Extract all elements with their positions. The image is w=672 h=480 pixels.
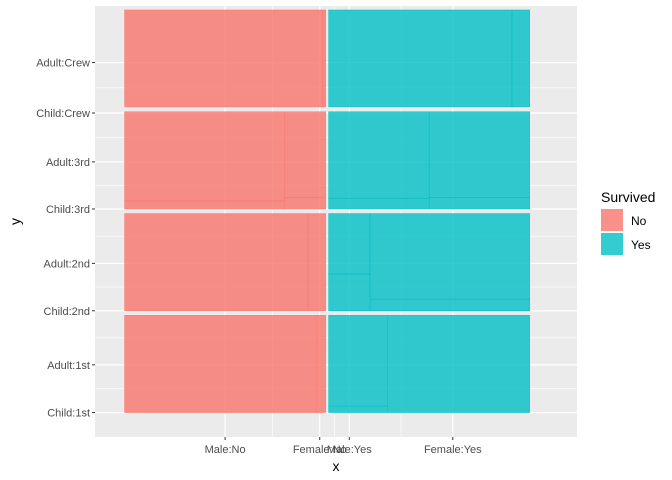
- y-tick-label: Adult:3rd: [46, 157, 90, 169]
- y-tick-label: Adult:2nd: [44, 258, 90, 270]
- mosaic-cell-yes-adult-1st-female: [387, 315, 530, 413]
- x-tick-label: Female:Yes: [424, 444, 482, 456]
- mosaic-cell-no-adult-1st-male: [124, 315, 318, 413]
- y-tick-label: Adult:Crew: [36, 58, 90, 70]
- x-tick-label: Male:Yes: [327, 444, 372, 456]
- legend-key-yes: [601, 233, 623, 255]
- legend-label-yes: Yes: [631, 238, 651, 252]
- mosaic-cell-no-adult-3rd-male: [124, 111, 285, 202]
- y-axis-ticks: Child:1st Adult:1st Child:2nd Adult:2nd Chil…: [36, 58, 95, 420]
- mosaic-cell-yes-child-2nd-female: [369, 298, 530, 312]
- legend-title: Survived: [601, 189, 655, 205]
- legend: Survived No Yes: [601, 189, 655, 255]
- mosaic-cell-yes-child-3rd-male: [328, 198, 430, 210]
- y-tick-label: Child:3rd: [46, 204, 90, 216]
- mosaic-cell-no-adult-2nd-female: [307, 213, 326, 312]
- mosaic-cell-yes-adult-3rd-female: [428, 111, 530, 198]
- mosaic-cell-no-adult-2nd-male: [124, 213, 309, 312]
- mosaic-cell-no-adult-3rd-female: [284, 111, 326, 198]
- y-tick-label: Adult:1st: [47, 360, 90, 372]
- y-axis-title: y: [7, 218, 23, 225]
- mosaic-cell-yes-child-1st-male: [328, 405, 388, 413]
- mosaic-cell-no-child-3rd-male: [124, 200, 285, 210]
- mosaic-cell-yes-adult-crew-male: [328, 9, 513, 108]
- mosaic-cell-yes-adult-2nd-male: [328, 213, 371, 275]
- mosaic-cell-no-child-3rd-female: [284, 197, 326, 210]
- y-tick-label: Child:Crew: [36, 108, 90, 120]
- legend-key-no: [601, 209, 623, 231]
- mosaic-cell-yes-adult-2nd-female: [369, 213, 530, 300]
- mosaic-cell-yes-child-2nd-male: [328, 273, 371, 312]
- y-tick-label: Child:2nd: [44, 306, 90, 318]
- mosaic-cell-yes-adult-1st-male: [328, 315, 388, 407]
- mosaic-cell-no-adult-crew-male: [124, 9, 323, 108]
- y-tick-label: Child:1st: [47, 408, 90, 420]
- mosaic-cell-yes-child-3rd-female: [428, 197, 530, 210]
- x-axis-title: x: [333, 458, 340, 474]
- mosaic-cell-yes-adult-3rd-male: [328, 111, 430, 199]
- mosaic-cell-yes-adult-crew-female: [511, 9, 530, 108]
- mosaic-cell-no-adult-1st-female: [316, 315, 326, 413]
- mosaic-cells: [124, 9, 530, 413]
- x-tick-label: Male:No: [205, 444, 246, 456]
- x-tick-label: Female:No: [293, 444, 347, 456]
- mosaic-cell-no-adult-crew-female: [322, 9, 326, 108]
- legend-label-no: No: [631, 214, 647, 228]
